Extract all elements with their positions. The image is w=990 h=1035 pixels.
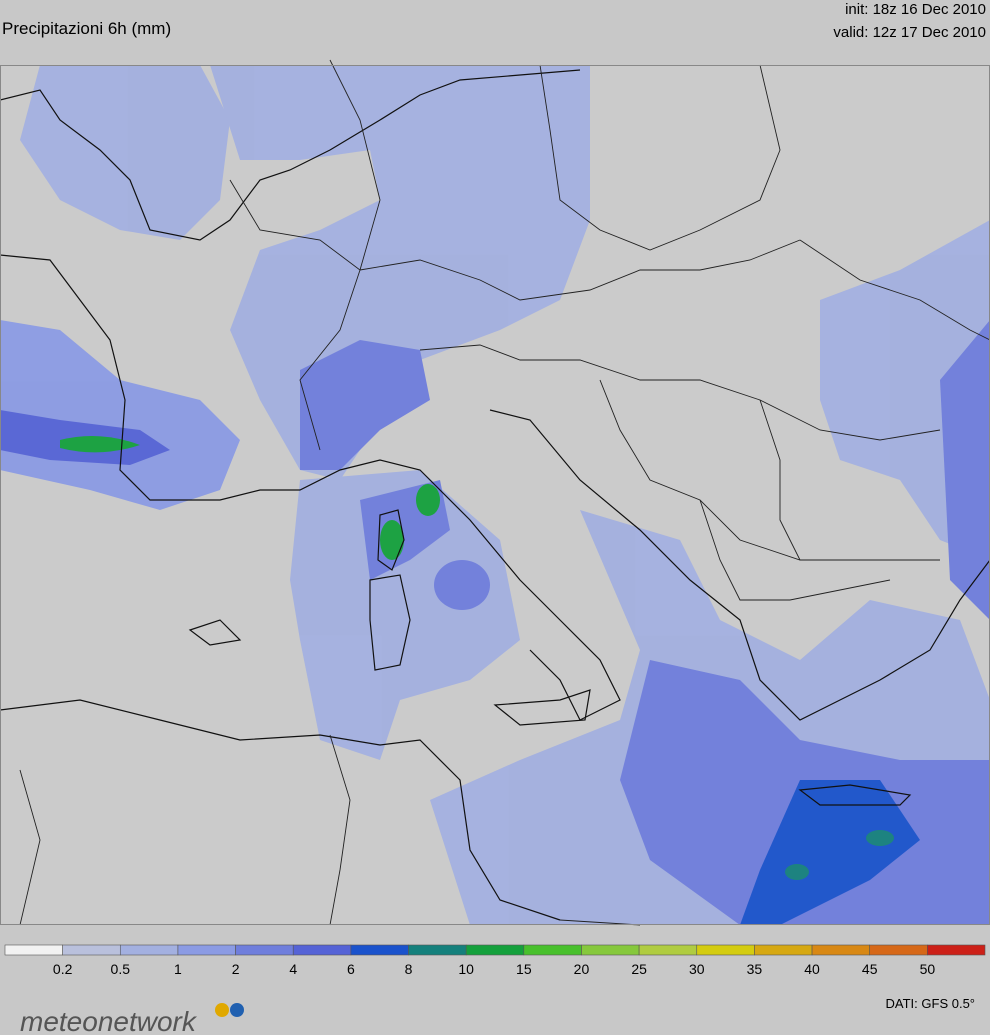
colorbar-label: 1: [174, 961, 182, 977]
colorbar-swatch: [62, 944, 121, 956]
precip-area: [380, 520, 404, 560]
colorbar-label: 4: [289, 961, 297, 977]
colorbar-swatch: [927, 944, 986, 956]
colorbar-label: 45: [862, 961, 878, 977]
island: [493, 689, 591, 726]
colorbar-label: 35: [747, 961, 763, 977]
colorbar-swatch: [235, 944, 294, 956]
colorbar-swatch: [523, 944, 582, 956]
island: [188, 619, 242, 646]
borders: [19, 59, 990, 926]
precip-area: [0, 320, 240, 510]
border: [419, 344, 941, 441]
precip-area: [434, 560, 490, 610]
init-time: init: 18z 16 Dec 2010: [845, 1, 986, 18]
border: [599, 379, 940, 561]
border: [19, 769, 41, 926]
colorbar-label: 40: [804, 961, 820, 977]
island: [377, 509, 405, 571]
colorbar-label: 10: [458, 961, 474, 977]
colorbar-swatch: [350, 944, 409, 956]
colorbar-label: 2: [232, 961, 240, 977]
precip-area: [290, 470, 520, 760]
colorbar-swatch: [177, 944, 236, 956]
coastline: [0, 254, 621, 721]
logo-dot: [215, 1003, 229, 1017]
colorbar-swatch: [292, 944, 352, 956]
colorbar-label: 30: [689, 961, 705, 977]
colorbar-label: 0.5: [111, 961, 131, 977]
colorbar-label: 6: [347, 961, 355, 977]
precip-area: [60, 436, 140, 453]
precip-area: [866, 830, 894, 846]
coastline: [0, 69, 581, 241]
colorbar-swatch: [119, 944, 179, 956]
colorbar-label: 20: [574, 961, 590, 977]
colorbar-swatch: [408, 944, 467, 956]
map: [0, 59, 990, 926]
colorbar: 0.2 0.5 1 2 4 6 8 10 15 20 25 30 35 40 45 50: [4, 944, 986, 977]
border: [539, 64, 781, 251]
border: [359, 239, 801, 301]
colorbar-swatch: [811, 944, 871, 956]
precipitation: [0, 65, 990, 925]
precip-area: [416, 484, 440, 516]
island: [369, 574, 411, 671]
colorbar-swatch: [696, 944, 755, 956]
border: [329, 734, 351, 926]
colorbar-swatch: [465, 944, 525, 956]
colorbar-swatch: [754, 944, 813, 956]
border: [759, 399, 801, 561]
brand-logo: meteonetwork: [20, 1006, 198, 1035]
precip-area: [20, 65, 230, 240]
valid-time: valid: 12z 17 Dec 2010: [833, 24, 986, 41]
border: [329, 59, 381, 271]
border: [699, 499, 891, 601]
colorbar-label: 8: [405, 961, 413, 977]
coastline: [489, 409, 990, 721]
precip-area: [740, 780, 920, 925]
colorbar-swatch: [869, 944, 928, 956]
map-title: Precipitazioni 6h (mm): [2, 19, 171, 38]
colorbar-label: 25: [631, 961, 647, 977]
logo-dot: [230, 1003, 244, 1017]
data-source: DATI: GFS 0.5°: [886, 996, 975, 1011]
colorbar-label: 0.2: [53, 961, 73, 977]
colorbar-label: 50: [920, 961, 936, 977]
colorbar-swatch: [581, 944, 640, 956]
precip-area: [300, 340, 430, 470]
colorbar-swatch: [638, 944, 698, 956]
coastline: [0, 699, 561, 921]
island: [798, 784, 912, 806]
coastlines: [0, 69, 990, 921]
colorbar-label: 15: [516, 961, 532, 977]
precip-area: [785, 864, 809, 880]
colorbar-swatch: [4, 944, 63, 956]
border: [799, 239, 990, 341]
precip-area: [940, 320, 990, 620]
